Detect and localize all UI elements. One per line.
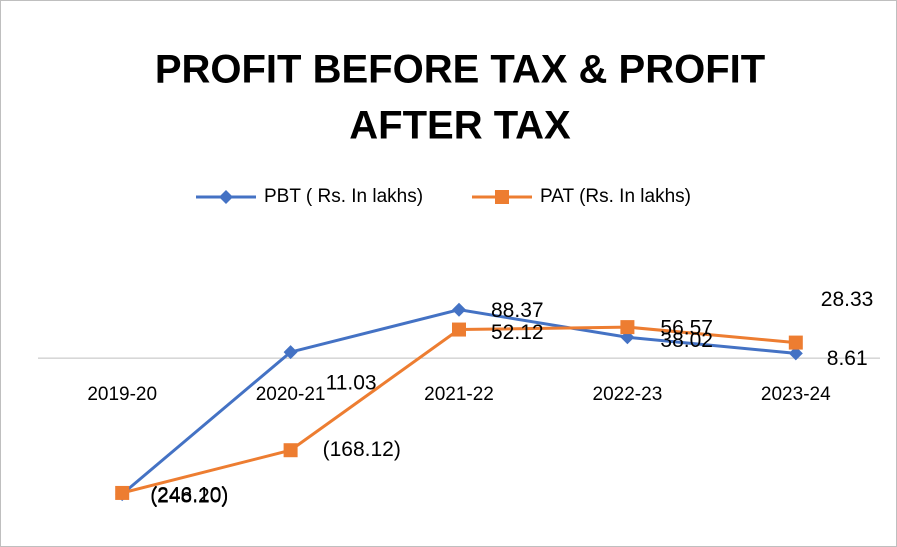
chart-title: PROFIT BEFORE TAX & PROFIT [155, 48, 765, 92]
marker [788, 346, 803, 361]
data-label: 56.57 [660, 317, 713, 340]
data-label: 28.33 [821, 288, 874, 311]
legend-label: PBT ( Rs. In lakhs) [264, 186, 423, 207]
data-label: 11.03 [326, 372, 377, 395]
marker [283, 443, 298, 458]
x-tick-label: 2019-20 [87, 384, 157, 405]
marker [115, 485, 130, 500]
data-label: (248.20) [150, 485, 228, 508]
x-tick-label: 2022-23 [593, 384, 663, 405]
marker [219, 190, 233, 204]
legend-label: PAT (Rs. In lakhs) [540, 186, 691, 207]
data-label: 52.12 [491, 321, 544, 344]
marker [788, 335, 803, 350]
data-label: 8.61 [827, 347, 868, 370]
marker [452, 302, 466, 317]
data-label: 38.02 [660, 329, 713, 352]
marker [620, 320, 635, 335]
x-tick-label: 2020-21 [256, 384, 326, 405]
x-tick-label: 2023-24 [761, 384, 831, 405]
marker [452, 322, 466, 337]
x-tick-label: 2021-22 [424, 384, 494, 405]
data-label: 88.37 [491, 299, 544, 322]
data-label: (246.10) [150, 483, 228, 506]
data-label: (168.12) [323, 438, 401, 461]
marker [495, 190, 509, 204]
chart-title: AFTER TAX [349, 104, 571, 148]
marker [283, 345, 298, 360]
